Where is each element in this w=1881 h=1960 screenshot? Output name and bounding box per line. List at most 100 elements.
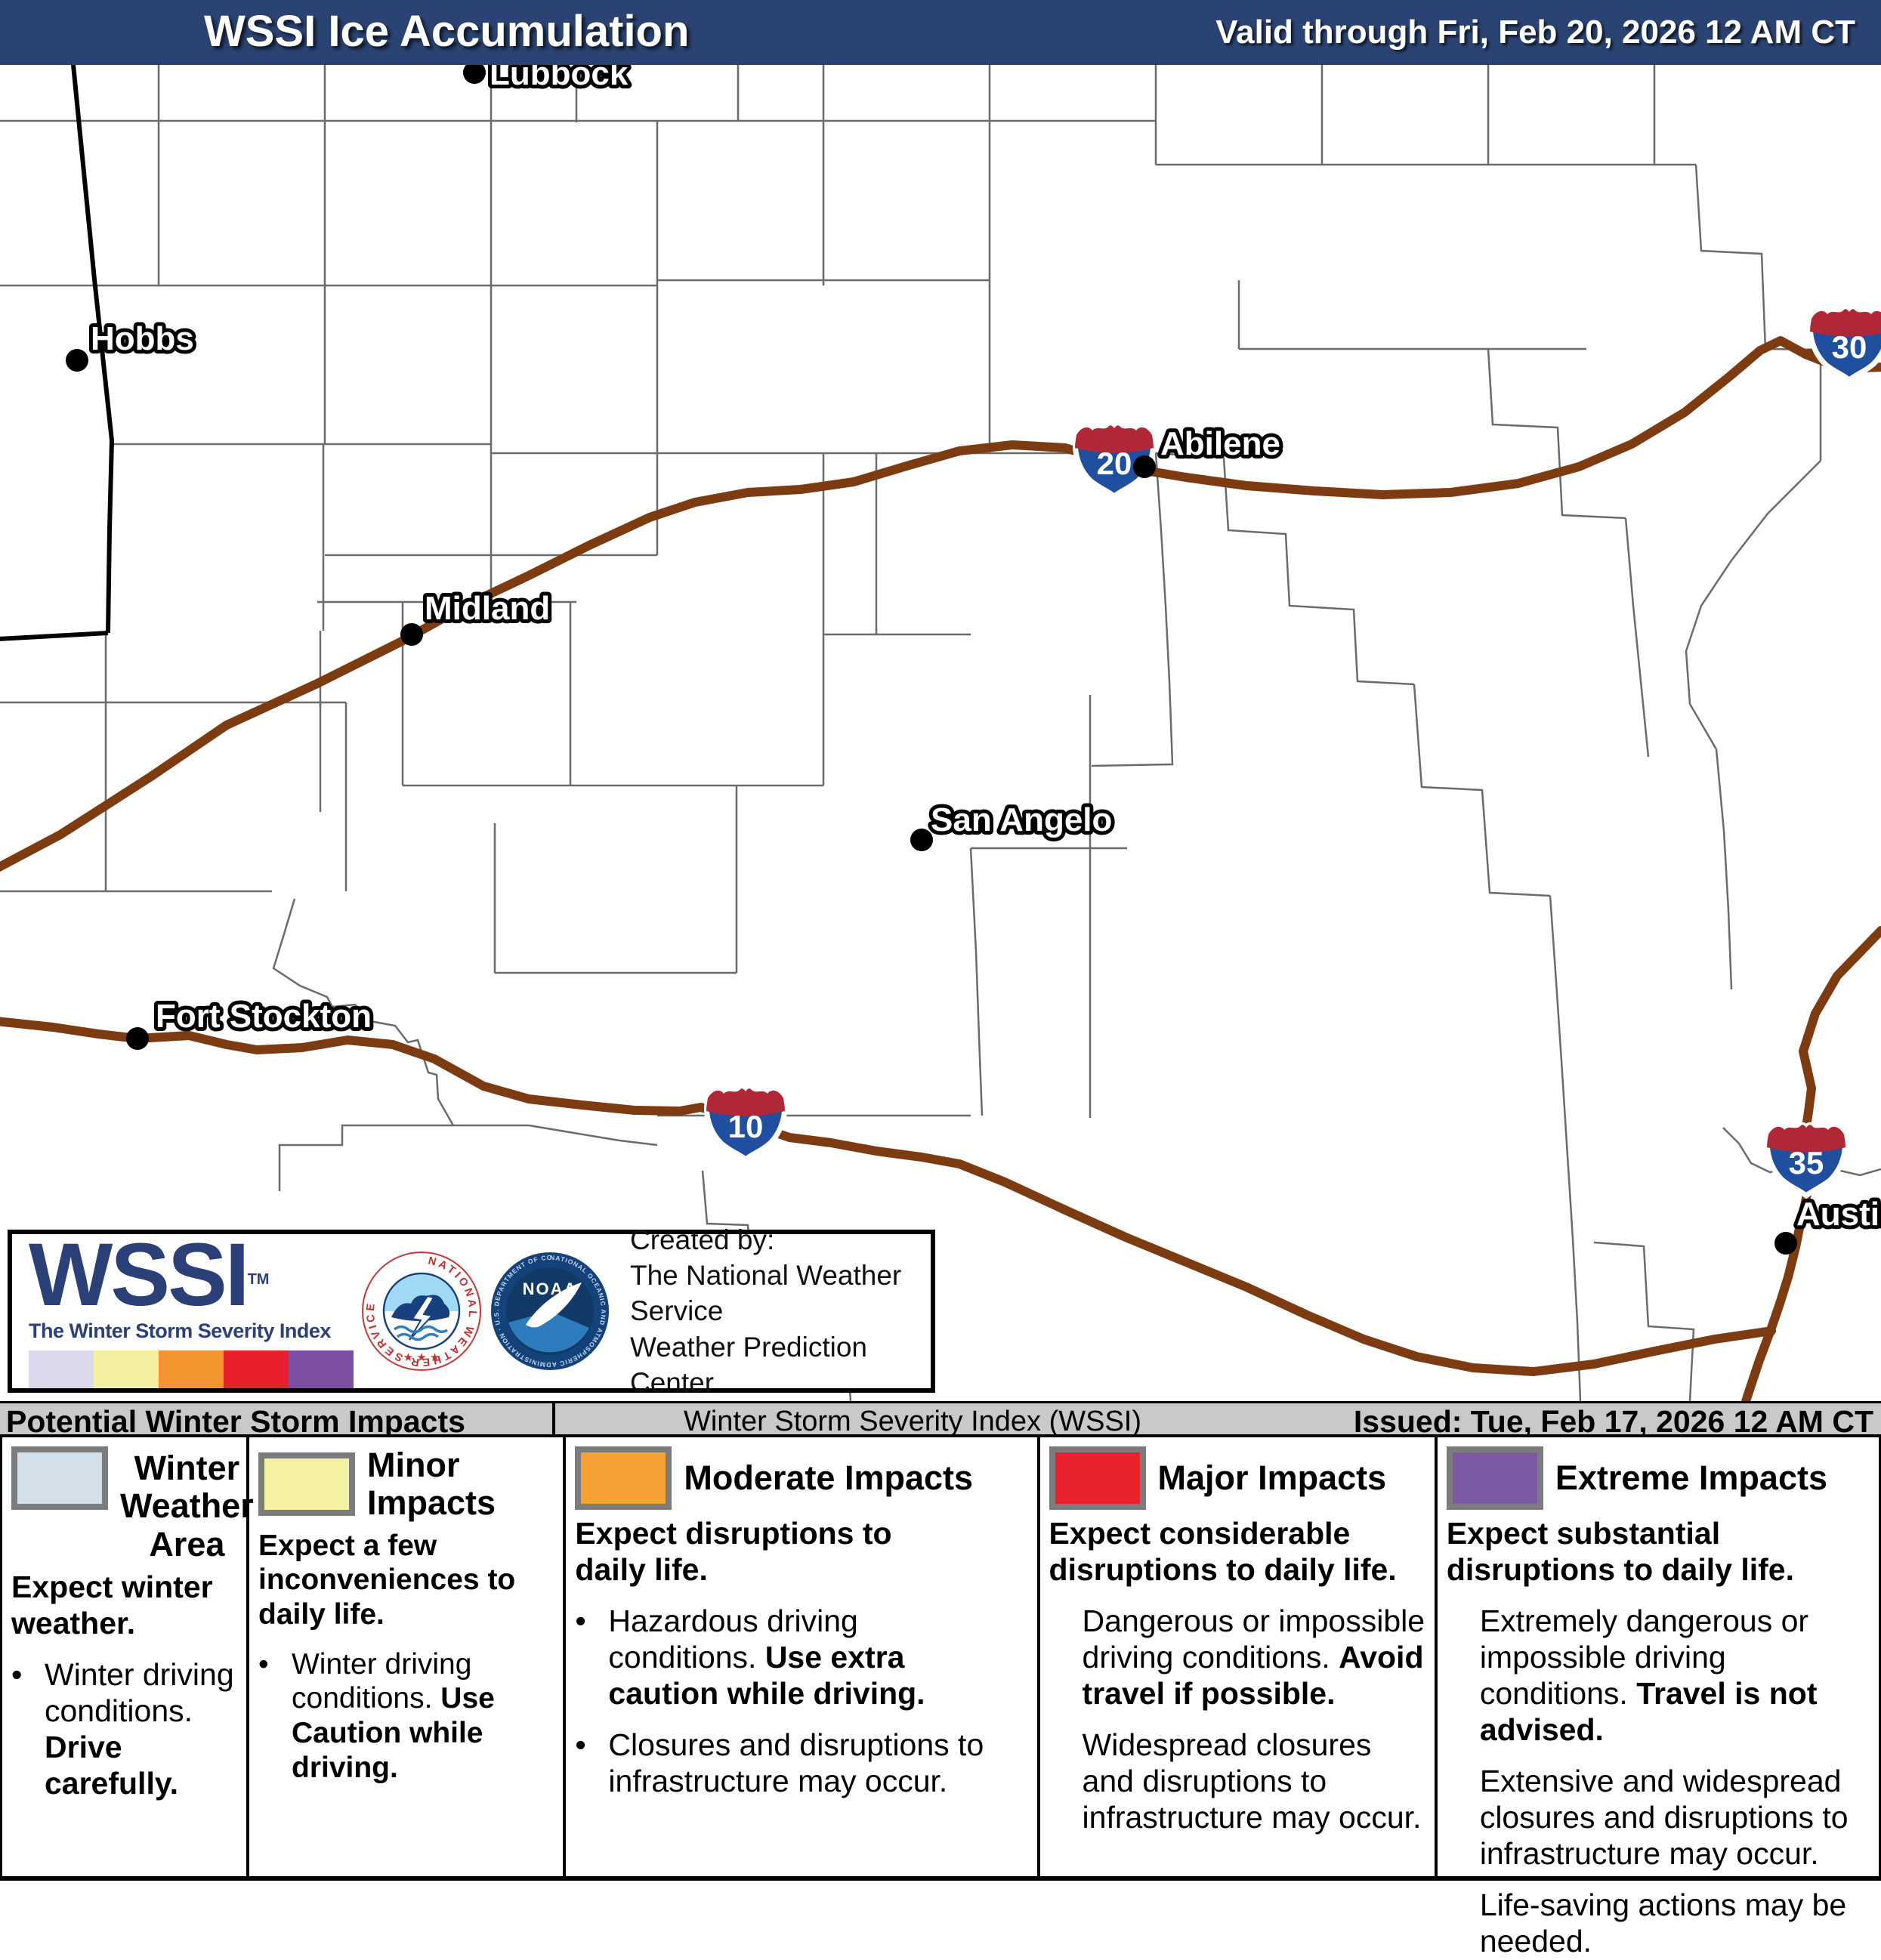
- legend-item: Dangerous or impossible driving conditio…: [1049, 1603, 1429, 1712]
- legend-item-text: Widespread closures and disruptions to i…: [1082, 1727, 1422, 1835]
- interstate-35-shield: 35: [1765, 1122, 1848, 1199]
- legend-item-text: Winter driving conditions. Use Caution w…: [292, 1647, 495, 1784]
- status-bar-divider: [552, 1403, 555, 1434]
- interstate-35-number: 35: [1789, 1145, 1824, 1181]
- legend-swatch: [1446, 1446, 1543, 1510]
- legend-swatch: [575, 1446, 672, 1510]
- legend-column-title: Moderate Impacts: [684, 1458, 974, 1497]
- legend-column-moderate-impacts: Moderate Impacts Expect disruptions to d…: [566, 1437, 1040, 1876]
- city-dot-austin: [1774, 1232, 1797, 1255]
- legend-item-text: Extensive and widespread closures and di…: [1479, 1763, 1849, 1871]
- legend-column-winter-weather-area: Winter Weather Area Expect winter weathe…: [2, 1437, 254, 1876]
- trademark-symbol: TM: [247, 1271, 270, 1289]
- severity-color-0: [29, 1350, 94, 1388]
- interstate-30-number: 30: [1832, 329, 1867, 365]
- severity-color-4: [289, 1350, 354, 1388]
- valid-through-label: Valid through Fri, Feb 20, 2026 12 AM CT: [1215, 14, 1855, 51]
- created-by-label: Created by:: [630, 1224, 775, 1255]
- legend-column-extreme-impacts: Extreme Impacts Expect substantial disru…: [1438, 1437, 1879, 1958]
- indent-spacer: [1447, 1603, 1480, 1749]
- legend-column-title: Extreme Impacts: [1555, 1458, 1827, 1497]
- legend-lead-text: Expect disruptions to daily life.: [575, 1516, 892, 1587]
- city-dot-hobbs: [66, 349, 88, 372]
- county-boundaries: [0, 65, 1881, 1402]
- legend-lead-text: Expect substantial disruptions to daily …: [1446, 1516, 1794, 1587]
- legend-lead-text: Expect a few inconveniences to daily lif…: [258, 1529, 516, 1631]
- legend-item: Extensive and widespread closures and di…: [1447, 1764, 1873, 1872]
- legend-item-text: Winter driving conditions. Drive careful…: [45, 1657, 234, 1801]
- legend-column-title: Minor Impacts: [367, 1446, 496, 1523]
- indent-spacer: [1447, 1887, 1480, 1960]
- city-label-hobbs: Hobbs: [91, 320, 194, 357]
- bullet-marker: •: [575, 1727, 586, 1762]
- interstate-10-highway: [0, 1017, 1776, 1376]
- status-bar: Potential Winter Storm Impacts Winter St…: [0, 1401, 1881, 1439]
- legend-item: • Hazardous driving conditions. Use extr…: [575, 1603, 1030, 1712]
- legend-swatch: [1049, 1446, 1146, 1510]
- interstate-20-highway: [0, 336, 1881, 872]
- created-by-block: Created by: The National Weather Service…: [630, 1222, 931, 1401]
- issued-timestamp: Issued: Tue, Feb 17, 2026 12 AM CT: [1353, 1404, 1873, 1439]
- legend-item-text: Life-saving actions may be needed.: [1479, 1887, 1847, 1958]
- wssi-tagline: The Winter Storm Severity Index: [29, 1319, 331, 1342]
- city-label-fort-stockton: Fort Stockton: [156, 998, 372, 1035]
- wssi-logo-box: WSSITM The Winter Storm Severity Index N…: [8, 1224, 935, 1398]
- interstate-10-number: 10: [728, 1109, 764, 1144]
- impacts-heading: Potential Winter Storm Impacts: [6, 1404, 465, 1439]
- interstate-10-shield: 10: [704, 1085, 787, 1163]
- legend-lead-text: Expect considerable disruptions to daily…: [1049, 1516, 1397, 1587]
- wssi-index-label: Winter Storm Severity Index (WSSI): [684, 1406, 1142, 1437]
- impacts-legend: Winter Weather Area Expect winter weathe…: [0, 1437, 1881, 1958]
- legend-item-text: Dangerous or impossible driving conditio…: [1082, 1603, 1425, 1711]
- legend-swatch: [11, 1446, 108, 1510]
- wssi-severity-colorbar: [29, 1350, 354, 1388]
- city-dot-san-angelo: [910, 829, 933, 851]
- legend-item-text: Closures and disruptions to infrastructu…: [608, 1727, 984, 1798]
- interstate-20-shield: 20: [1073, 422, 1156, 500]
- severity-color-3: [224, 1350, 289, 1388]
- legend-item-text: Hazardous driving conditions. Use extra …: [608, 1603, 925, 1711]
- city-label-midland: Midland: [425, 590, 550, 627]
- legend-item: • Winter driving conditions. Use Caution…: [258, 1647, 557, 1786]
- city-dot-abilene: [1133, 455, 1156, 478]
- legend-column-title: Winter Weather Area: [120, 1449, 254, 1563]
- indent-spacer: [1049, 1727, 1083, 1836]
- city-dot-fort-stockton: [126, 1027, 149, 1050]
- legend-item-text: Extremely dangerous or impossible drivin…: [1479, 1603, 1818, 1747]
- severity-color-1: [94, 1350, 159, 1388]
- city-dot-lubbock: [463, 61, 486, 84]
- legend-column-minor-impacts: Minor Impacts Expect a few inconvenience…: [249, 1437, 567, 1876]
- indent-spacer: [1049, 1603, 1083, 1712]
- created-by-line1: The National Weather Service: [630, 1259, 902, 1327]
- wssi-logo-text: WSSI: [29, 1225, 250, 1326]
- bullet-marker: •: [258, 1647, 269, 1681]
- severity-color-2: [159, 1350, 224, 1388]
- nws-logo-icon: NATIONAL WEATHER SERVICE ★ ★ ★: [362, 1252, 481, 1371]
- wssi-wordmark: WSSITM The Winter Storm Severity Index: [12, 1230, 354, 1388]
- bullet-marker: •: [575, 1603, 586, 1638]
- legend-item: Life-saving actions may be needed.: [1447, 1887, 1873, 1960]
- interstate-30-shield: 30: [1808, 306, 1881, 384]
- legend-item: Widespread closures and disruptions to i…: [1049, 1727, 1429, 1836]
- city-label-san-angelo: San Angelo: [931, 801, 1112, 838]
- legend-column-major-impacts: Major Impacts Expect considerable disrup…: [1040, 1437, 1438, 1876]
- legend-item: • Winter driving conditions. Drive caref…: [11, 1657, 240, 1802]
- title-bar: WSSI Ice Accumulation Valid through Fri,…: [0, 0, 1881, 65]
- legend-lead-text: Expect winter weather.: [11, 1570, 213, 1641]
- indent-spacer: [1447, 1764, 1480, 1872]
- page-title: WSSI Ice Accumulation: [204, 7, 690, 56]
- legend-item: Extremely dangerous or impossible drivin…: [1447, 1603, 1873, 1749]
- bullet-marker: •: [11, 1657, 23, 1693]
- noaa-logo-icon: NATIONAL OCEANIC AND ATMOSPHERIC ADMINIS…: [490, 1251, 609, 1370]
- city-label-austin: Austin: [1796, 1196, 1881, 1233]
- city-dot-midland: [400, 623, 423, 646]
- svg-text:★ ★ ★: ★ ★ ★: [403, 1351, 440, 1364]
- legend-column-title: Major Impacts: [1157, 1458, 1387, 1497]
- interstate-20-number: 20: [1097, 446, 1132, 481]
- state-boundary: [0, 64, 115, 641]
- svg-text:NOAA: NOAA: [523, 1279, 578, 1298]
- legend-swatch: [258, 1452, 355, 1517]
- interstate-shields-layer: 20 30 10 35: [704, 306, 1881, 1199]
- created-by-line2: Weather Prediction Center: [630, 1331, 867, 1399]
